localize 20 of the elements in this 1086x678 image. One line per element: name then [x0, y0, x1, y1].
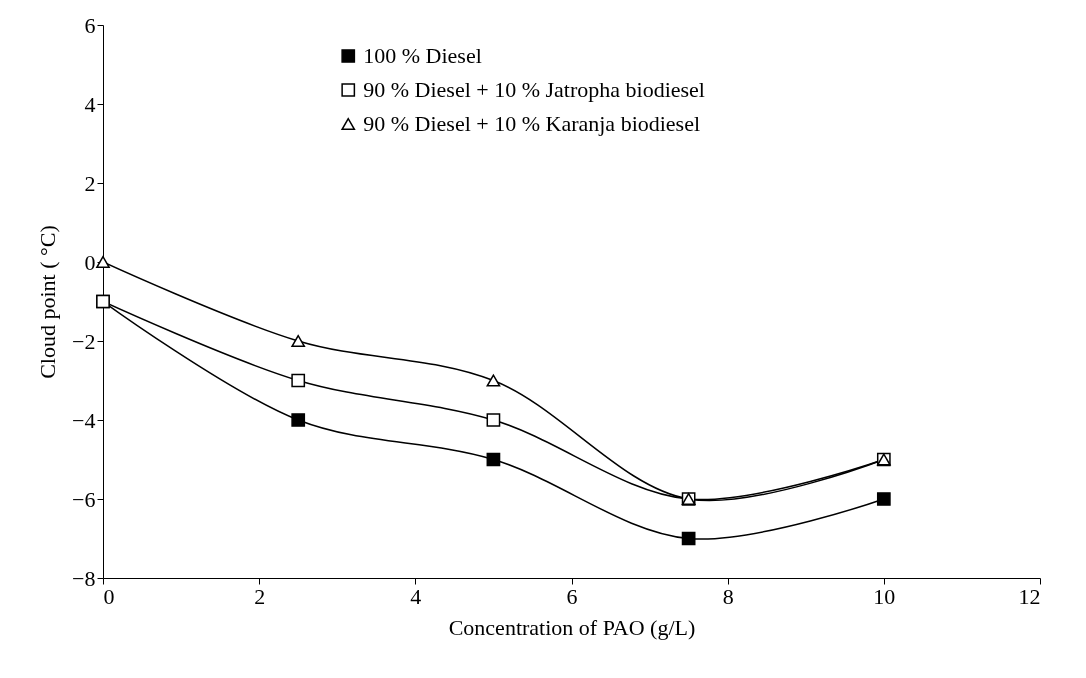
y-tick-label: −4	[72, 407, 96, 433]
x-tick-label: 12	[1018, 583, 1041, 609]
y-axis-title: Cloud point ( °C)	[35, 225, 61, 379]
legend-label: 100 % Diesel	[363, 43, 482, 68]
legend-label: 90 % Diesel + 10 % Jatropha biodiesel	[363, 77, 705, 102]
y-tick-label: 6	[84, 12, 96, 38]
y-tick-label: −2	[72, 328, 96, 354]
x-tick-label: 8	[722, 583, 734, 609]
x-tick-label: 0	[103, 583, 115, 609]
legend-label: 90 % Diesel + 10 % Karanja biodiesel	[363, 111, 701, 136]
x-axis-title: Concentration of PAO (g/L)	[448, 614, 696, 640]
y-tick-label: −8	[72, 565, 96, 591]
y-tick-label: 0	[84, 249, 96, 275]
x-tick-label: 10	[873, 583, 896, 609]
y-tick-label: 4	[84, 91, 96, 117]
x-tick-label: 2	[254, 583, 266, 609]
x-tick-label: 4	[410, 583, 422, 609]
y-tick-label: 2	[84, 170, 96, 196]
y-tick-label: −6	[72, 486, 96, 512]
x-tick-label: 6	[566, 583, 578, 609]
